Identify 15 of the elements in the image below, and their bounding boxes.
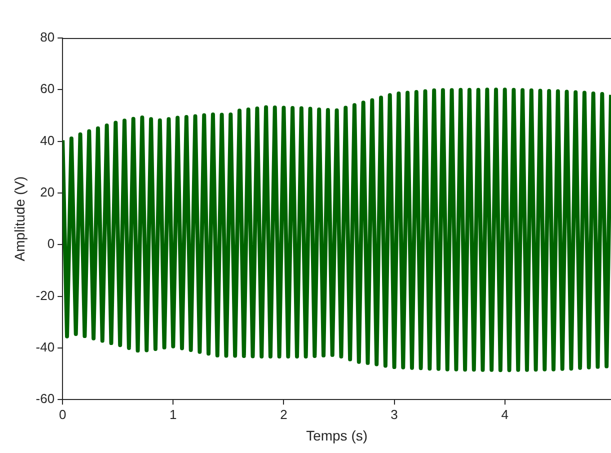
y-tick-label: -20 xyxy=(36,288,55,303)
x-tick-label: 4 xyxy=(501,406,508,422)
y-tick-label: 40 xyxy=(40,132,55,148)
x-axis-title: Temps (s) xyxy=(306,427,368,444)
y-tick-label: -60 xyxy=(36,391,55,406)
y-tick-label: 0 xyxy=(47,236,55,252)
x-tick-label: 2 xyxy=(280,406,288,422)
x-tick-label: 0 xyxy=(58,406,66,422)
y-tick-label: 20 xyxy=(40,184,55,200)
y-axis-title: Amplitude (V) xyxy=(11,176,28,262)
x-tick-label: 1 xyxy=(170,406,177,422)
y-tick-label: 60 xyxy=(40,81,55,96)
y-tick-label: 80 xyxy=(40,30,55,45)
x-tick-label: 3 xyxy=(390,406,398,422)
y-tick-label: -40 xyxy=(36,340,55,355)
